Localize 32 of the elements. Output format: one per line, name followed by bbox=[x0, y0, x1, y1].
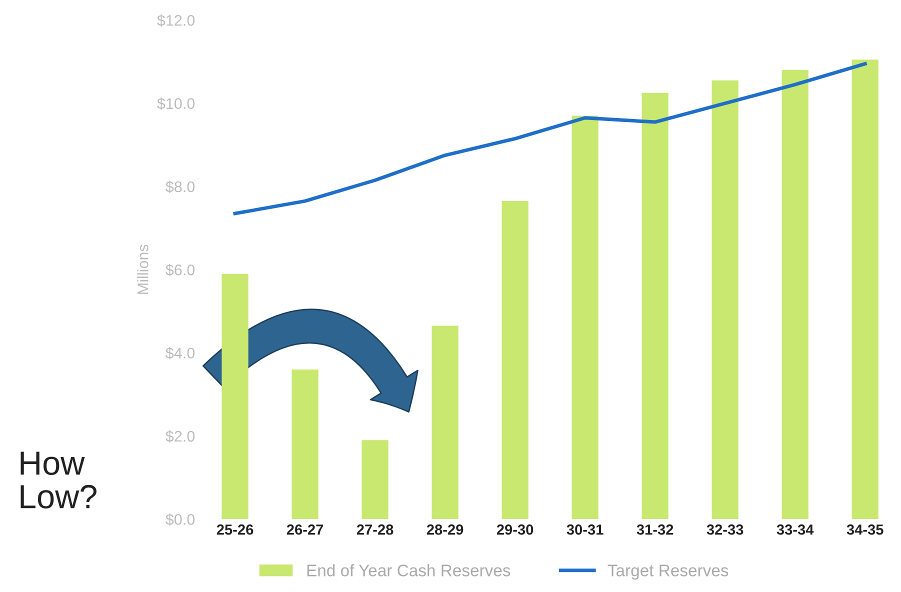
bar bbox=[712, 80, 738, 520]
x-tick-label: 31-32 bbox=[636, 524, 674, 535]
bar bbox=[362, 440, 388, 520]
legend-label: Target Reserves bbox=[608, 564, 728, 580]
x-tick-label: 27-28 bbox=[356, 524, 394, 535]
y-tick-label: $8.0 bbox=[166, 180, 195, 194]
line-series bbox=[233, 62, 867, 216]
bar bbox=[222, 274, 248, 520]
y-tick-label: $10.0 bbox=[157, 98, 195, 110]
x-tick-label: 29-30 bbox=[496, 524, 534, 535]
y-tick-label: $2.0 bbox=[166, 430, 195, 443]
bar bbox=[502, 201, 528, 520]
bar bbox=[292, 369, 318, 520]
bar bbox=[782, 70, 808, 520]
x-tick-label: 34-35 bbox=[846, 524, 884, 535]
text: How Low? bbox=[20, 452, 96, 508]
bar bbox=[432, 326, 458, 520]
bar bbox=[642, 92, 668, 520]
x-tick-label: 25-26 bbox=[216, 524, 254, 535]
y-tick-label: $12.0 bbox=[157, 14, 195, 27]
x-tick-label: 30-31 bbox=[566, 524, 604, 535]
x-tick-label: 33-34 bbox=[776, 524, 814, 535]
y-tick-label: $0.0 bbox=[166, 513, 195, 526]
legend-label: End of Year Cash Reserves bbox=[307, 564, 510, 576]
y-axis-title: Millions bbox=[137, 244, 148, 294]
bar bbox=[572, 116, 598, 520]
y-tick-label: $4.0 bbox=[166, 347, 195, 360]
x-tick-label: 32-33 bbox=[706, 524, 744, 535]
x-tick-label: 26-27 bbox=[286, 524, 324, 535]
y-tick-label: $6.0 bbox=[166, 264, 195, 276]
bar bbox=[852, 60, 878, 520]
x-tick-label: 28-29 bbox=[426, 524, 464, 535]
